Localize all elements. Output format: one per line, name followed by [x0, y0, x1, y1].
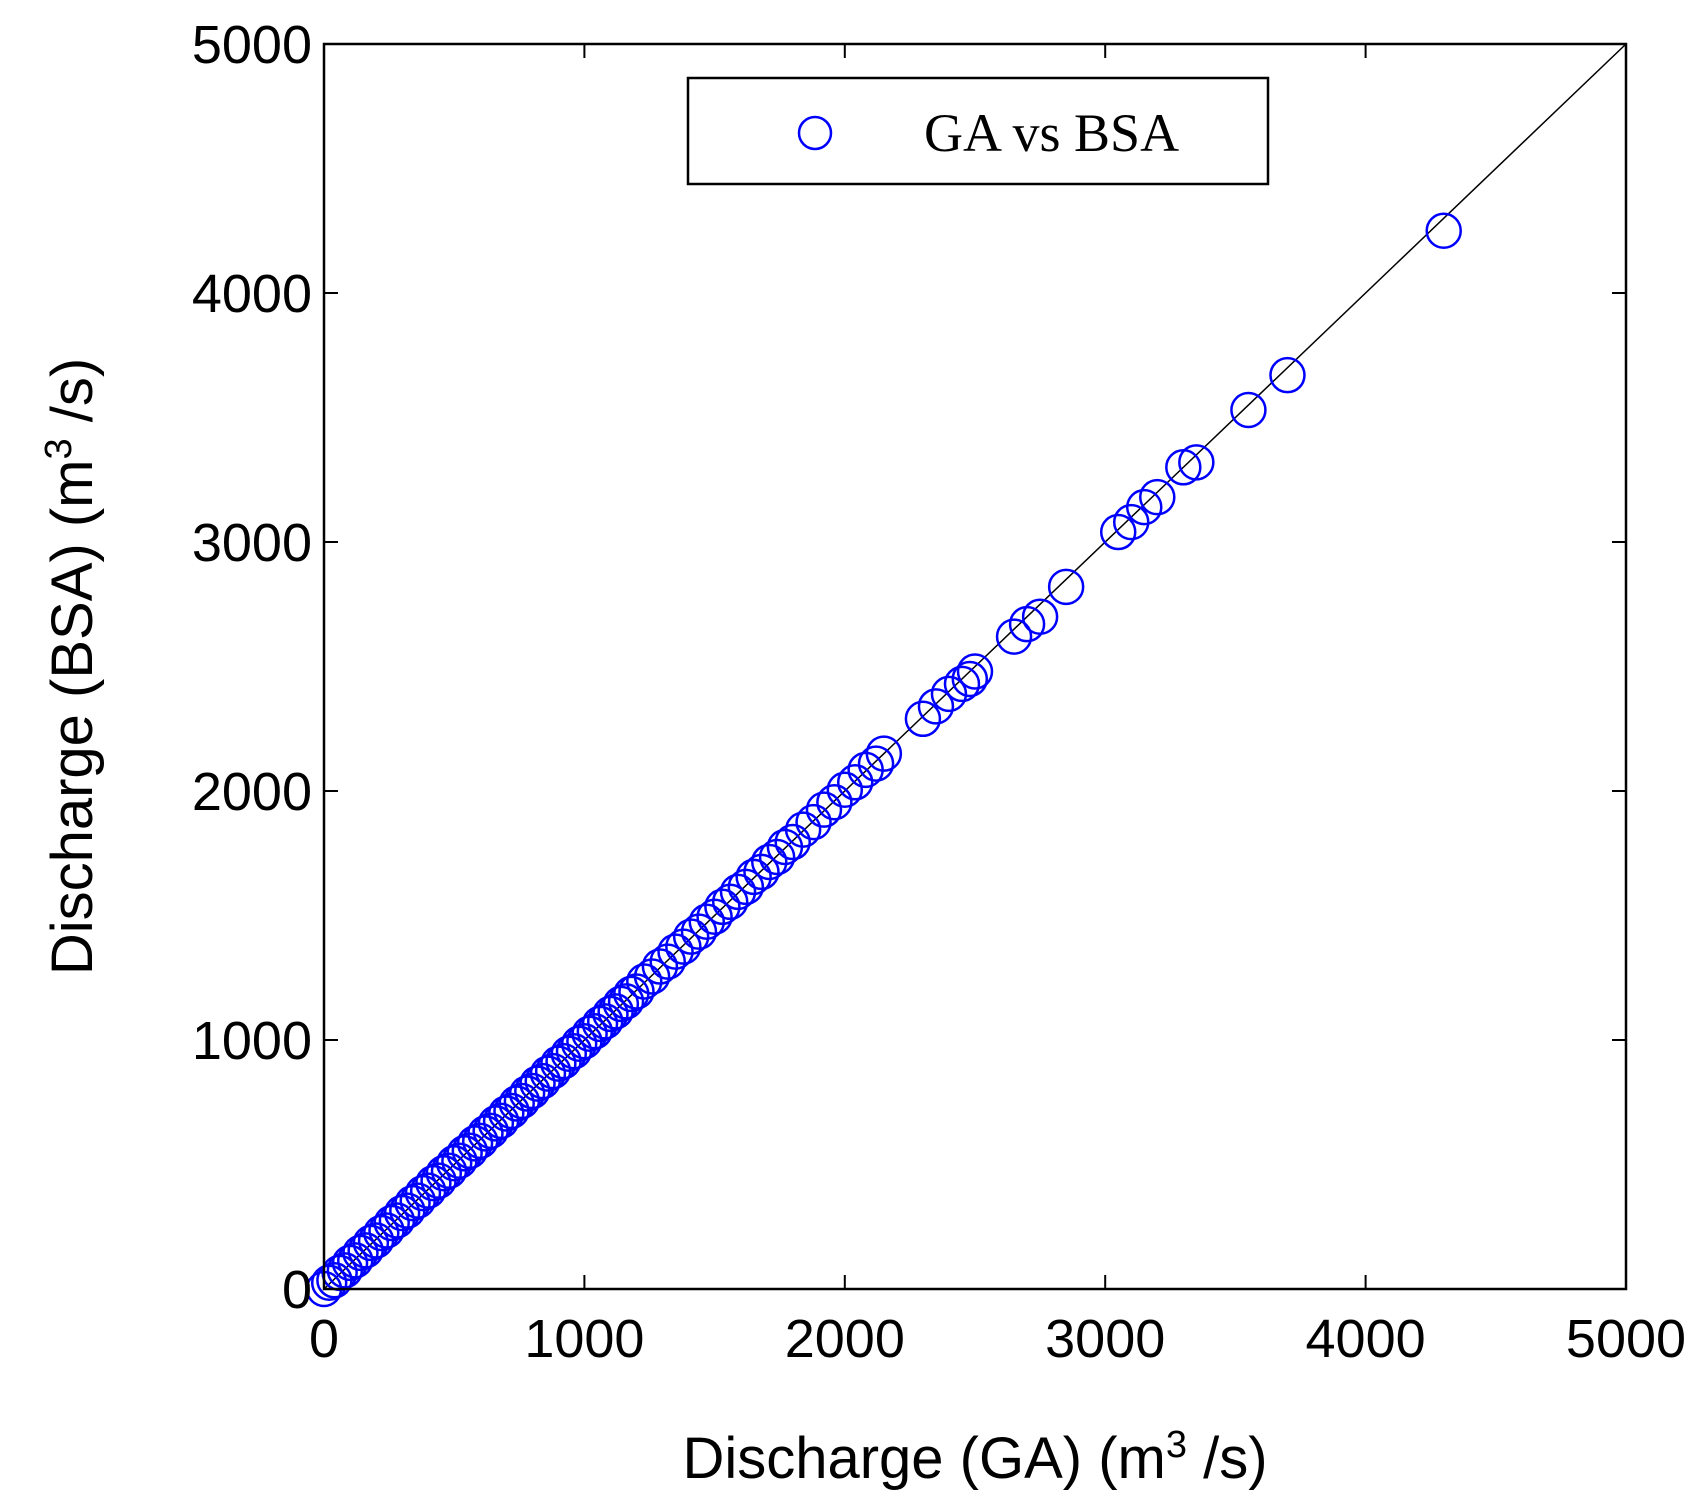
- data-point: [1126, 488, 1163, 526]
- data-point: [672, 918, 710, 955]
- data-point: [719, 873, 757, 911]
- data-point: [1112, 503, 1150, 541]
- data-point: [618, 973, 655, 1010]
- data-point: [1425, 212, 1462, 249]
- data-point: [826, 771, 864, 809]
- data-point: [1269, 356, 1306, 394]
- x-tick-label: 5000: [1566, 1309, 1686, 1369]
- x-axis-label: Discharge (GA) (m3 /s): [682, 1424, 1267, 1491]
- data-point: [836, 764, 874, 801]
- data-point: [641, 948, 679, 985]
- data-point: [1139, 478, 1176, 516]
- data-point: [704, 888, 741, 926]
- data-point: [805, 791, 843, 828]
- data-point: [1047, 568, 1085, 606]
- data-point: [649, 943, 686, 980]
- data-point: [657, 933, 694, 970]
- data-point: [696, 898, 733, 935]
- data-point: [904, 700, 942, 738]
- y-axis-label-pre: Discharge (BSA) (m: [40, 460, 105, 976]
- data-point: [951, 660, 989, 698]
- legend-marker-circle: [797, 115, 833, 151]
- x-tick-label: 2000: [785, 1309, 905, 1369]
- ticks-layer: [323, 43, 1627, 1290]
- x-axis-label-post: /s): [1187, 1426, 1268, 1491]
- data-point: [1230, 391, 1267, 429]
- data-point: [680, 913, 718, 950]
- y-axis-label-post: /s): [40, 358, 105, 439]
- data-point: [857, 745, 895, 782]
- x-tick-label: 3000: [1045, 1309, 1165, 1369]
- data-point: [774, 823, 811, 861]
- data-point: [1021, 598, 1059, 635]
- y-tick-label: 0: [282, 1260, 312, 1320]
- data-point: [727, 868, 765, 906]
- data-point: [943, 665, 981, 703]
- data-point: [956, 653, 994, 690]
- data-point: [711, 883, 749, 921]
- data-point: [626, 963, 663, 1000]
- x-tick-label: 1000: [524, 1309, 644, 1369]
- x-axis-label-pre: Discharge (GA) (m: [682, 1426, 1165, 1491]
- data-point: [930, 675, 968, 713]
- points-layer: [305, 212, 1462, 1308]
- plot-area-frame: [322, 42, 1628, 1291]
- x-tick-label: 4000: [1306, 1309, 1426, 1369]
- data-point: [758, 838, 796, 876]
- y-axis-label-sup: 3: [38, 438, 80, 459]
- y-tick-label: 4000: [192, 264, 312, 324]
- x-axis-label-sup: 3: [1166, 1424, 1187, 1466]
- data-point: [816, 783, 853, 821]
- data-point: [735, 858, 772, 896]
- x-tick-label: 0: [309, 1309, 339, 1369]
- data-point: [688, 903, 726, 940]
- y-tick-label: 5000: [192, 15, 312, 75]
- y-tick-label: 2000: [192, 762, 312, 822]
- data-point: [995, 618, 1033, 655]
- data-point: [1178, 444, 1215, 481]
- data-point: [1099, 513, 1137, 551]
- y-tick-label: 1000: [192, 1011, 312, 1071]
- data-point: [784, 811, 822, 848]
- data-point: [751, 843, 788, 881]
- data-point: [865, 735, 903, 772]
- data-point: [633, 958, 671, 995]
- y-tick-label: 3000: [192, 513, 312, 573]
- legend: GA vs BSA: [686, 76, 1270, 186]
- data-point: [917, 688, 955, 725]
- data-point: [795, 803, 832, 841]
- data-point: [743, 853, 780, 891]
- data-point: [665, 928, 702, 965]
- y-axis-label: Discharge (BSA) (m3 /s): [38, 358, 105, 975]
- data-point: [607, 983, 645, 1020]
- tick-labels-layer: 0 1000 2000 3000 4000 5000 0 1000 2000 3000 4000 50…: [192, 15, 1686, 1369]
- legend-entry-label: GA vs BSA: [924, 103, 1179, 163]
- legend-box: [686, 76, 1270, 186]
